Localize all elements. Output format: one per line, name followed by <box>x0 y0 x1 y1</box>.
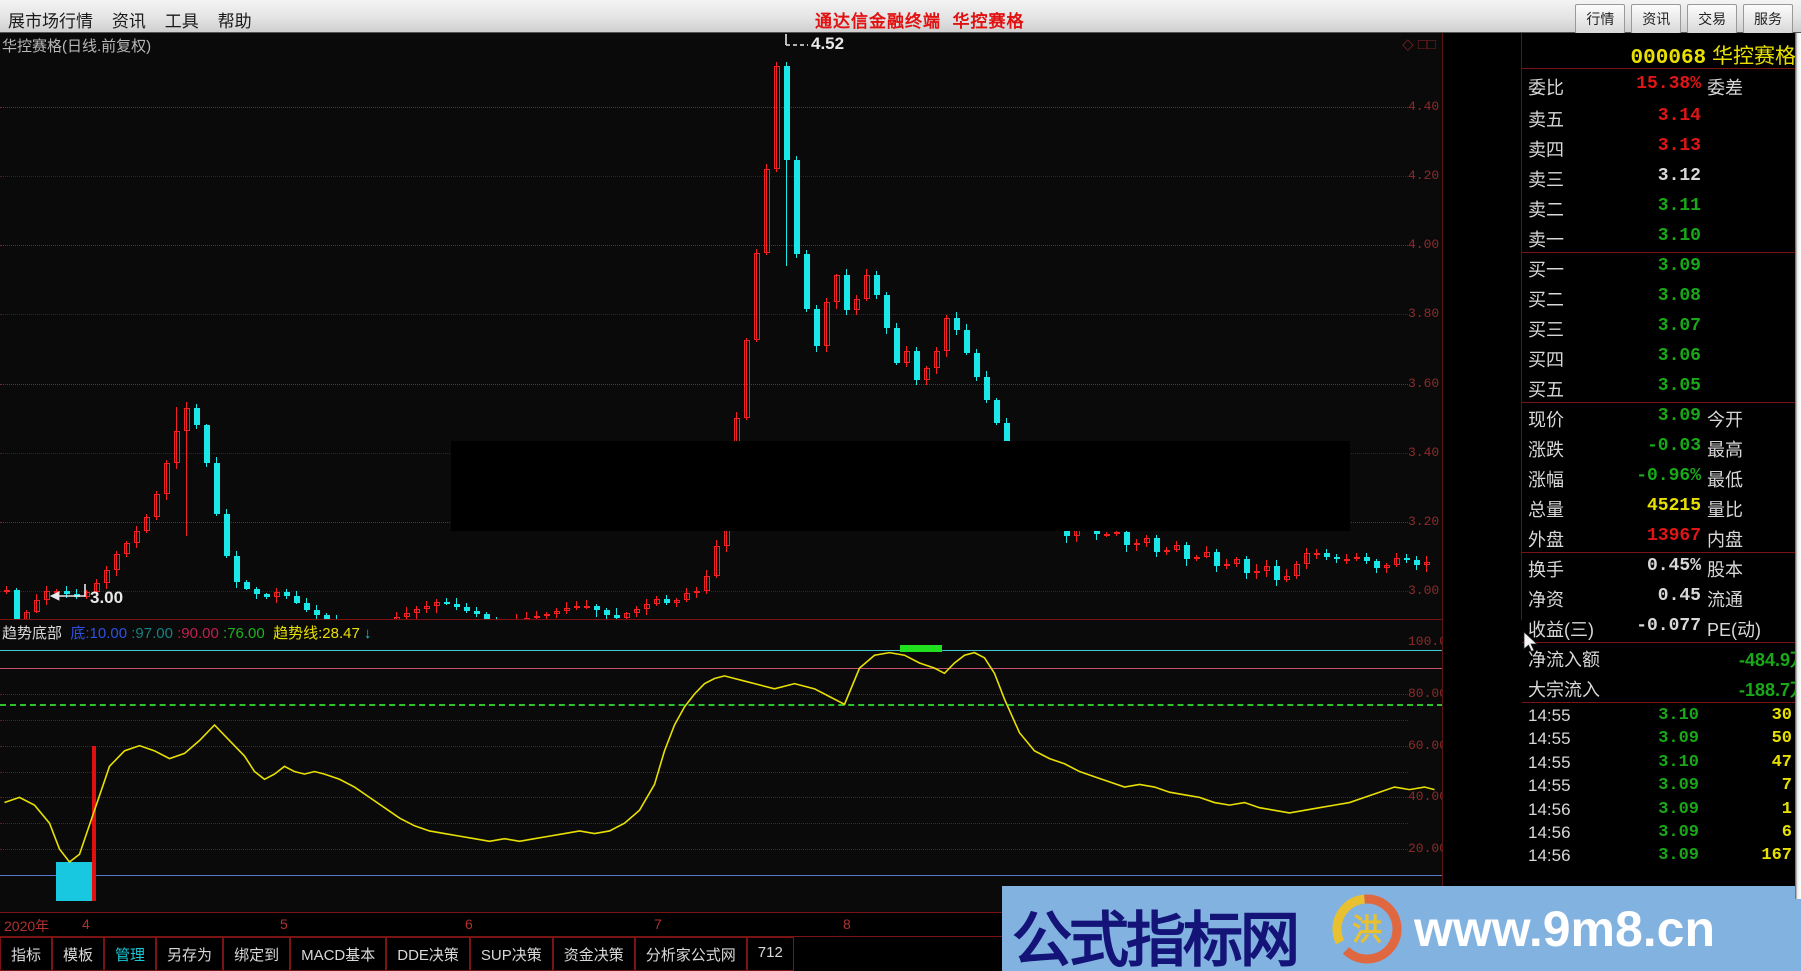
svg-text:洪: 洪 <box>1352 914 1382 947</box>
